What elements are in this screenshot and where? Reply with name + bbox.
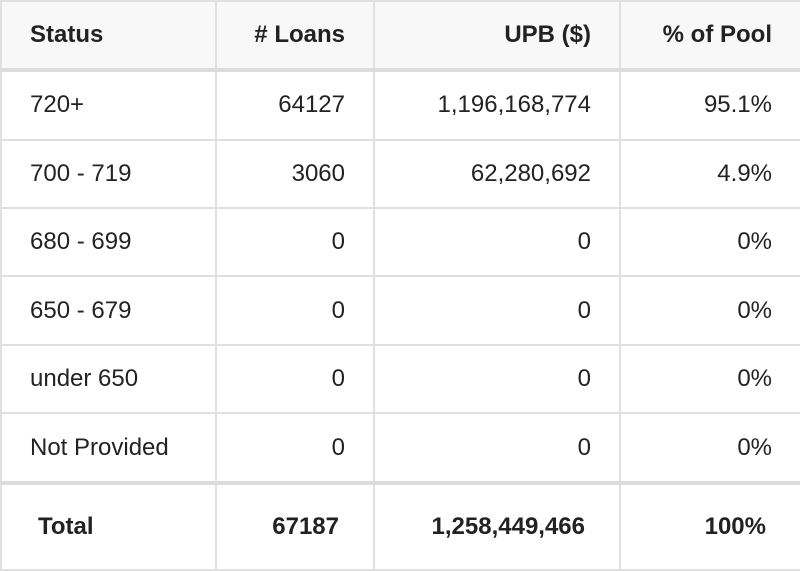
table-cell: 0 <box>215 275 375 346</box>
table-row: Not Provided 0 0 0% <box>0 412 800 484</box>
table-cell: 0% <box>619 275 800 346</box>
table-cell: 0% <box>619 206 800 278</box>
table-cell: 0 <box>373 412 621 484</box>
table-cell: 0% <box>619 343 800 415</box>
table-cell: under 650 <box>0 343 217 415</box>
column-header: # Loans <box>215 0 375 72</box>
table-cell: 700 - 719 <box>0 138 217 209</box>
table-cell: 0 <box>373 343 621 415</box>
table-row: 720+ 64127 1,196,168,774 95.1% <box>0 69 800 141</box>
table-cell: 0 <box>373 206 621 278</box>
table-body: 720+ 64127 1,196,168,774 95.1% 700 - 719 3060… <box>0 69 800 484</box>
table-row: 650 - 679 0 0 0% <box>0 275 800 346</box>
table-cell: 0% <box>619 412 800 484</box>
column-header: UPB ($) <box>373 0 621 72</box>
total-cell: 1,258,449,466 <box>373 481 621 571</box>
table-cell: 0 <box>215 206 375 278</box>
table-row: 700 - 719 3060 62,280,692 4.9% <box>0 138 800 209</box>
table-cell: 95.1% <box>619 69 800 141</box>
table-cell: Not Provided <box>0 412 217 484</box>
table-footer: Total 67187 1,258,449,466 100% <box>0 481 800 571</box>
total-row: Total 67187 1,258,449,466 100% <box>0 481 800 571</box>
table-header: Status # Loans UPB ($)% of Pool <box>0 0 800 72</box>
table-cell: 680 - 699 <box>0 206 217 278</box>
table-row: under 650 0 0 0% <box>0 343 800 415</box>
table-cell: 650 - 679 <box>0 275 217 346</box>
table-cell: 64127 <box>215 69 375 141</box>
table-row: 680 - 699 0 0 0% <box>0 206 800 278</box>
total-cell: 67187 <box>215 481 375 571</box>
table-cell: 0 <box>215 343 375 415</box>
total-cell: 100% <box>619 481 800 571</box>
table-cell: 62,280,692 <box>373 138 621 209</box>
column-header: Status <box>0 0 217 72</box>
table-cell: 720+ <box>0 69 217 141</box>
header-row: Status # Loans UPB ($)% of Pool <box>0 0 800 72</box>
table-cell: 0 <box>215 412 375 484</box>
table-cell: 0 <box>373 275 621 346</box>
table-cell: 4.9% <box>619 138 800 209</box>
table-cell: 1,196,168,774 <box>373 69 621 141</box>
total-cell: Total <box>0 481 217 571</box>
column-header: % of Pool <box>619 0 800 72</box>
table-cell: 3060 <box>215 138 375 209</box>
